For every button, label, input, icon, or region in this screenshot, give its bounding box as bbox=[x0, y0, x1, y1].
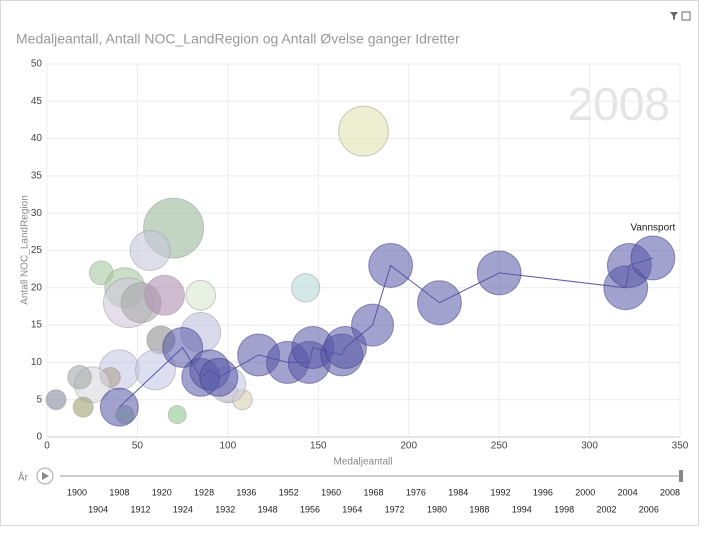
y-tick-label: 30 bbox=[31, 208, 43, 219]
play-axis-year: 1952 bbox=[279, 487, 299, 497]
bubble bbox=[199, 357, 239, 397]
play-axis-year: 1904 bbox=[88, 504, 108, 514]
bubble bbox=[144, 274, 186, 316]
play-axis-year: 1980 bbox=[427, 504, 447, 514]
y-tick-label: 45 bbox=[31, 96, 43, 107]
y-tick-label: 15 bbox=[31, 320, 43, 331]
play-axis-year: 1912 bbox=[131, 504, 151, 514]
play-axis-year: 1924 bbox=[173, 504, 193, 514]
play-axis-year: 1964 bbox=[342, 504, 362, 514]
play-axis-year: 1960 bbox=[321, 487, 341, 497]
x-tick-label: 250 bbox=[491, 441, 508, 452]
bubble bbox=[290, 273, 321, 303]
year-watermark: 2008 bbox=[568, 78, 670, 130]
bubble bbox=[72, 396, 94, 418]
bubble bbox=[368, 243, 414, 288]
frame bbox=[0, 0, 699, 526]
x-tick-label: 100 bbox=[220, 441, 237, 452]
play-axis-year: 1936 bbox=[236, 487, 256, 497]
play-axis-label: År bbox=[18, 471, 29, 484]
bubble bbox=[338, 105, 389, 157]
bubble bbox=[630, 235, 676, 281]
play-axis-year: 1956 bbox=[300, 504, 320, 514]
bubble bbox=[417, 280, 462, 326]
y-tick-label: 0 bbox=[36, 432, 42, 443]
play-axis-year: 1948 bbox=[258, 504, 278, 514]
play-thumb[interactable] bbox=[679, 470, 683, 482]
y-tick-label: 25 bbox=[31, 245, 43, 256]
play-axis-year: 1972 bbox=[385, 504, 405, 514]
play-button[interactable] bbox=[36, 467, 54, 485]
play-axis-year: 2002 bbox=[596, 504, 616, 514]
y-tick-label: 5 bbox=[36, 394, 42, 405]
bubble bbox=[351, 303, 395, 347]
play-axis-year: 1976 bbox=[406, 487, 426, 497]
x-tick-label: 350 bbox=[672, 441, 689, 452]
bubble bbox=[162, 326, 204, 368]
bubble bbox=[129, 230, 171, 271]
x-tick-label: 150 bbox=[310, 441, 327, 452]
bubble bbox=[476, 250, 522, 296]
y-tick-label: 10 bbox=[31, 357, 43, 368]
bubble-label: Vannsport bbox=[630, 223, 675, 234]
play-axis-year: 1920 bbox=[152, 487, 172, 497]
toolbar-icons[interactable] bbox=[670, 11, 691, 21]
play-axis-year: 1928 bbox=[194, 487, 214, 497]
bubble bbox=[67, 364, 92, 390]
play-axis-year: 2004 bbox=[618, 487, 638, 497]
play-axis-year: 1994 bbox=[512, 504, 532, 514]
y-tick-label: 20 bbox=[31, 282, 43, 293]
play-axis-year: 2006 bbox=[639, 504, 659, 514]
y-axis-label: Antall NOC_LandRegion bbox=[20, 195, 31, 305]
bubble bbox=[167, 405, 187, 425]
play-axis-year: 1988 bbox=[469, 504, 489, 514]
play-axis-year: 1992 bbox=[491, 487, 511, 497]
x-tick-label: 50 bbox=[132, 441, 144, 452]
bubble bbox=[185, 279, 217, 311]
play-axis-year: 1932 bbox=[215, 504, 235, 514]
play-axis-year: 1998 bbox=[554, 504, 574, 514]
x-axis-label: Medaljeantall bbox=[334, 457, 393, 468]
x-tick-label: 0 bbox=[44, 441, 50, 452]
x-tick-label: 200 bbox=[400, 441, 417, 452]
chart-title: Medaljeantall, Antall NOC_LandRegion og … bbox=[16, 31, 460, 47]
bubble bbox=[99, 387, 139, 427]
bubble bbox=[135, 349, 177, 391]
play-axis-year: 1984 bbox=[448, 487, 468, 497]
play-axis-year: 2008 bbox=[660, 487, 680, 497]
y-tick-label: 35 bbox=[31, 171, 43, 182]
y-tick-label: 40 bbox=[31, 133, 43, 144]
play-axis-year: 1996 bbox=[533, 487, 553, 497]
y-tick-label: 50 bbox=[31, 59, 43, 70]
play-axis-year: 1968 bbox=[363, 487, 383, 497]
play-axis-year: 1900 bbox=[67, 487, 87, 497]
play-axis-year: 2000 bbox=[575, 487, 595, 497]
x-tick-label: 300 bbox=[581, 441, 598, 452]
bubble bbox=[45, 389, 67, 411]
play-axis-year: 1908 bbox=[109, 487, 129, 497]
